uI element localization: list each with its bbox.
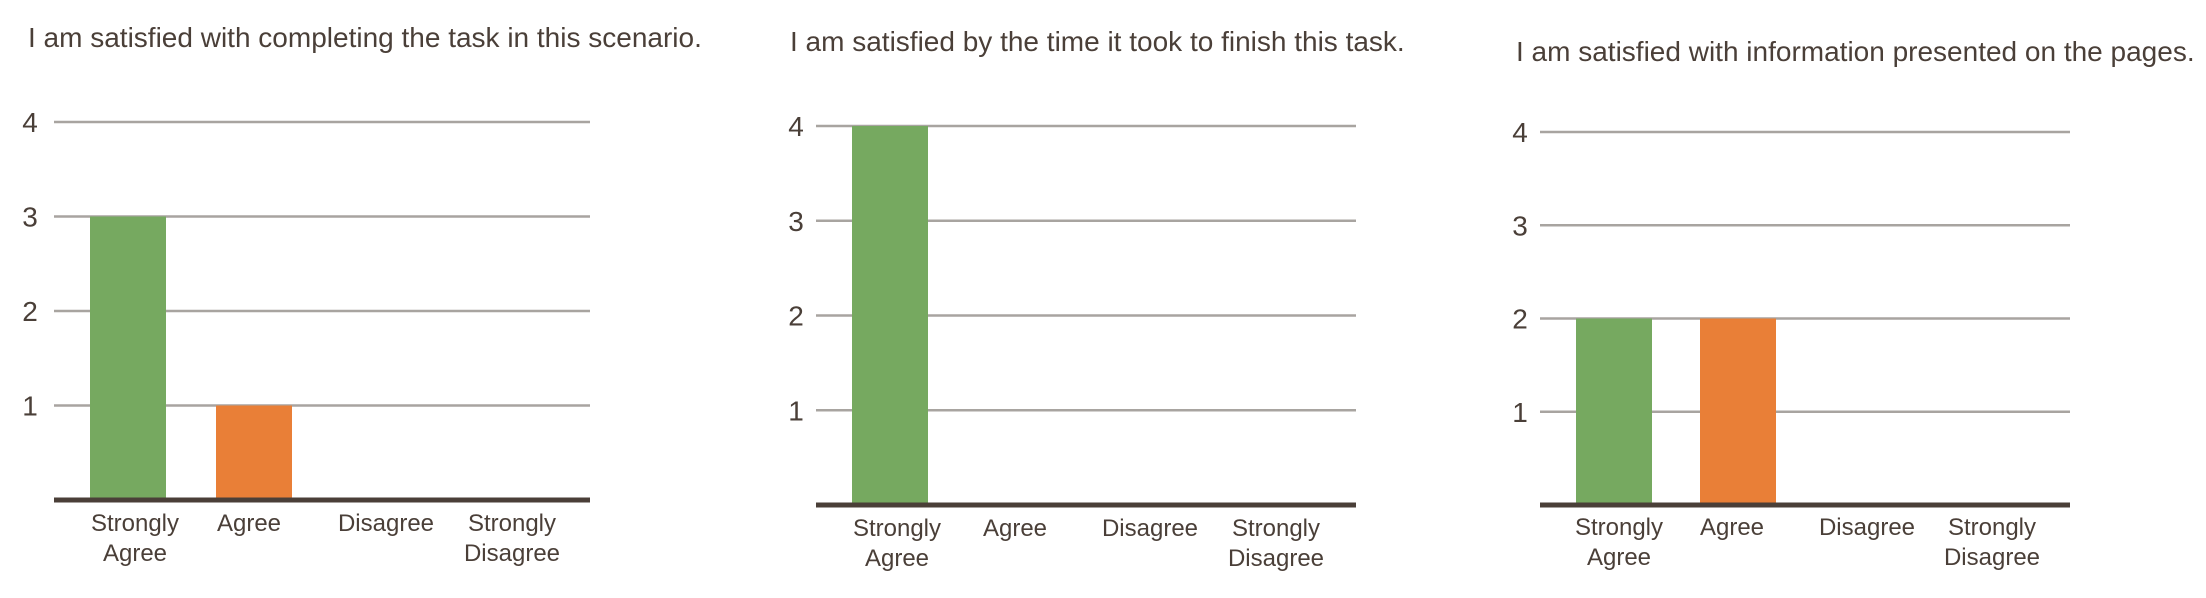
chart-title: I am satisfied with information presente…	[1516, 36, 2195, 67]
category-label-line: Strongly	[468, 510, 556, 537]
chart-title: I am satisfied with completing the task …	[28, 22, 702, 53]
category-label-line: Agree	[1700, 514, 1764, 541]
category-label-line: Agree	[217, 510, 281, 537]
category-label: Disagree	[1819, 514, 1915, 541]
category-label: Disagree	[1102, 515, 1198, 542]
category-label-line: Agree	[983, 515, 1047, 542]
y-tick-label: 1	[22, 391, 38, 422]
category-label: Strongly Disagree	[1228, 515, 1324, 572]
bar	[1576, 318, 1652, 505]
category-label: Agree	[983, 515, 1047, 542]
chart-3: I am satisfied with information presente…	[1500, 0, 2206, 598]
category-label: Strongly Agree	[853, 515, 941, 572]
y-tick-label: 4	[788, 111, 804, 142]
y-tick-label: 4	[22, 107, 38, 138]
category-label-line: Strongly	[853, 515, 941, 542]
y-tick-label: 3	[1512, 210, 1528, 241]
y-tick-label: 1	[788, 395, 804, 426]
category-label: Strongly Agree	[1575, 514, 1663, 571]
category-label-line: Agree	[103, 540, 167, 567]
category-label: Strongly Disagree	[464, 510, 560, 567]
category-label-line: Agree	[865, 545, 929, 572]
chart-title: I am satisfied by the time it took to fi…	[790, 26, 1405, 57]
category-label: Agree	[1700, 514, 1764, 541]
category-label-line: Strongly	[1948, 514, 2036, 541]
chart-plot: 1 2 3 4 Strongly Agree Agree Disagree Strongly Di…	[22, 107, 590, 567]
category-label-line: Strongly	[1232, 515, 1320, 542]
y-tick-label: 2	[22, 296, 38, 327]
category-label: Disagree	[338, 510, 434, 537]
y-tick-label: 3	[22, 202, 38, 233]
y-tick-label: 1	[1512, 397, 1528, 428]
bar	[216, 405, 292, 500]
bar	[90, 216, 166, 500]
category-label: Strongly Disagree	[1944, 514, 2040, 571]
category-label: Strongly Agree	[91, 510, 179, 567]
category-label-line: Disagree	[1819, 514, 1915, 541]
bar	[852, 126, 928, 505]
chart-1: I am satisfied with completing the task …	[0, 0, 740, 598]
category-label-line: Disagree	[1228, 545, 1324, 572]
category-label-line: Disagree	[1944, 544, 2040, 571]
y-tick-label: 4	[1512, 117, 1528, 148]
category-label: Agree	[217, 510, 281, 537]
chart-2: I am satisfied by the time it took to fi…	[760, 0, 1480, 598]
category-label-line: Disagree	[1102, 515, 1198, 542]
category-label-line: Agree	[1587, 544, 1651, 571]
y-tick-label: 2	[1512, 304, 1528, 335]
category-label-line: Disagree	[464, 540, 560, 567]
category-label-line: Disagree	[338, 510, 434, 537]
y-tick-label: 3	[788, 206, 804, 237]
chart-plot: 1 2 3 4 Strongly Agree Agree Disagree Strongly Di…	[1512, 117, 2070, 571]
category-label-line: Strongly	[91, 510, 179, 537]
y-tick-label: 2	[788, 301, 804, 332]
chart-plot: 1 2 3 4 Strongly Agree Agree Disagree Strongly Di…	[788, 111, 1356, 572]
category-label-line: Strongly	[1575, 514, 1663, 541]
bar	[1700, 318, 1776, 505]
